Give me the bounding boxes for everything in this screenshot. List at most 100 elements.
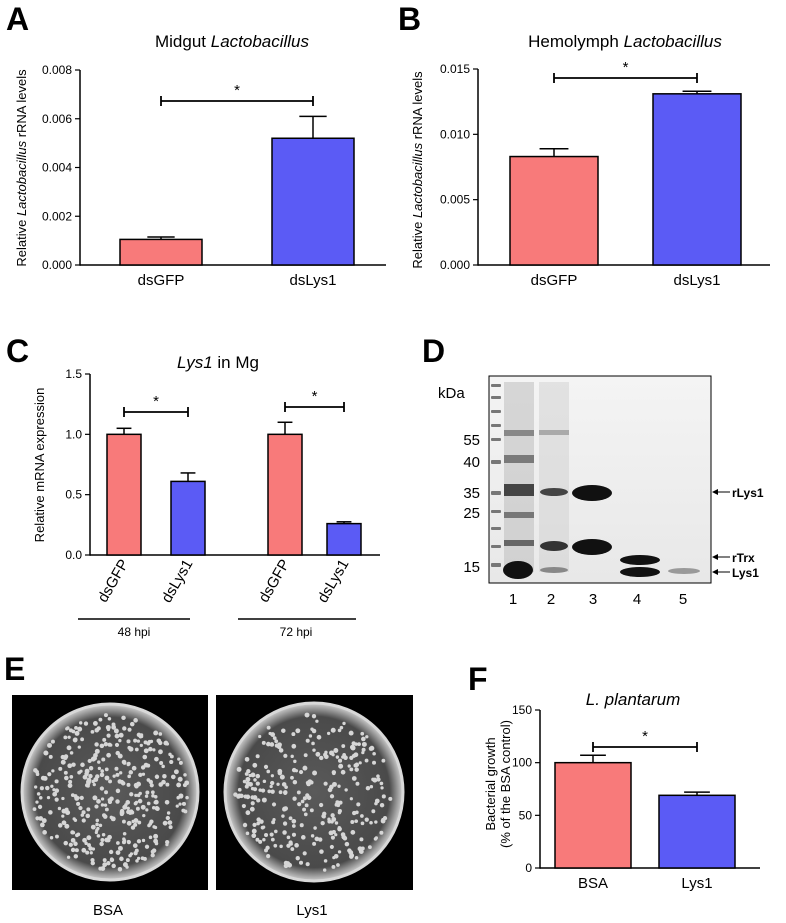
- gel-lane-number-4: 4: [633, 591, 641, 608]
- colony: [101, 833, 106, 837]
- colony: [133, 738, 138, 743]
- colony: [260, 825, 265, 830]
- gel-image: kDa 55 40 35 25 15 1 2 3 4 5 rLys1 rTrx …: [438, 375, 764, 608]
- colony: [323, 754, 329, 760]
- colony: [312, 770, 318, 776]
- colony: [303, 812, 308, 817]
- colony: [263, 764, 269, 769]
- colony: [340, 769, 346, 775]
- chart-f-y-tick-label: 0: [525, 861, 532, 875]
- colony: [337, 728, 342, 733]
- colony: [71, 830, 76, 835]
- chart-a-y-tick-label: 0.002: [42, 209, 72, 223]
- gel-arrow-rtrx: [712, 554, 730, 560]
- gel-marker-25: 25: [463, 505, 480, 522]
- colony: [108, 779, 113, 784]
- colony: [138, 791, 142, 796]
- colony: [111, 863, 116, 869]
- colony: [302, 765, 308, 771]
- colony: [84, 841, 88, 846]
- gel-marker-55: 55: [463, 432, 480, 449]
- colony: [142, 754, 148, 760]
- colony: [178, 760, 183, 765]
- colony: [103, 741, 109, 747]
- colony: [97, 766, 102, 771]
- colony: [332, 771, 336, 776]
- colony: [258, 788, 263, 792]
- colony: [305, 793, 310, 798]
- chart-c-marks: 0.0 0.5 1.0 1.5 dsGFP dsLys1 dsGFP dsLys1 * *: [65, 367, 380, 606]
- colony: [361, 741, 367, 747]
- colony: [286, 843, 291, 848]
- colony: [44, 750, 49, 756]
- colony: [388, 796, 393, 801]
- colony: [169, 759, 174, 765]
- colony: [77, 726, 83, 732]
- colony: [70, 847, 76, 853]
- colony: [80, 737, 85, 742]
- colony: [329, 794, 335, 799]
- colony: [81, 818, 86, 823]
- colony: [376, 774, 380, 778]
- colony: [342, 835, 348, 841]
- colony: [162, 820, 168, 826]
- colony: [103, 713, 108, 718]
- colony: [38, 796, 43, 800]
- colony: [40, 775, 46, 781]
- colony: [138, 772, 143, 778]
- colony: [74, 848, 79, 853]
- colony: [131, 819, 135, 824]
- colony: [159, 761, 164, 766]
- colony: [124, 803, 128, 807]
- chart-f-title: L. plantarum: [586, 690, 681, 709]
- colony: [181, 801, 187, 806]
- colony: [153, 730, 159, 736]
- colony: [141, 838, 146, 843]
- colony: [127, 774, 132, 779]
- colony: [271, 820, 276, 825]
- chart-c-x-tick-label: dsGFP: [94, 557, 132, 606]
- colony: [331, 865, 336, 869]
- colony: [119, 771, 123, 775]
- colony: [81, 810, 86, 815]
- plate-images: BSA Lys1: [12, 695, 413, 919]
- colony: [269, 742, 275, 747]
- colony: [351, 741, 356, 746]
- colony: [62, 755, 68, 761]
- colony: [144, 844, 150, 849]
- colony: [266, 854, 271, 859]
- colony: [63, 770, 68, 775]
- colony: [170, 774, 176, 780]
- colony: [143, 748, 149, 754]
- colony: [89, 851, 93, 855]
- colony: [96, 799, 101, 804]
- colony: [316, 734, 322, 740]
- colony: [63, 840, 68, 846]
- colony: [252, 762, 258, 768]
- colony: [182, 783, 187, 788]
- colony: [81, 847, 87, 853]
- colony: [312, 841, 317, 846]
- colony: [281, 728, 286, 733]
- colony: [126, 761, 131, 766]
- gel-band-label-rlys1: rLys1: [732, 486, 764, 500]
- chart-f-x-tick-label: Lys1: [681, 875, 712, 892]
- colony: [99, 786, 104, 791]
- colony: [101, 757, 106, 762]
- colony: [323, 859, 328, 863]
- colony: [354, 762, 360, 768]
- colony: [166, 811, 171, 815]
- gel-lane-4: [620, 555, 660, 577]
- gel-lane-number-5: 5: [679, 591, 687, 608]
- colony: [331, 753, 335, 757]
- colony: [338, 800, 343, 805]
- colony: [67, 735, 71, 739]
- colony: [274, 739, 279, 744]
- colony: [242, 779, 247, 784]
- colony: [88, 773, 93, 779]
- colony: [103, 803, 108, 807]
- colony: [105, 724, 111, 730]
- colony: [98, 823, 103, 828]
- colony: [48, 754, 53, 759]
- colony: [168, 825, 173, 830]
